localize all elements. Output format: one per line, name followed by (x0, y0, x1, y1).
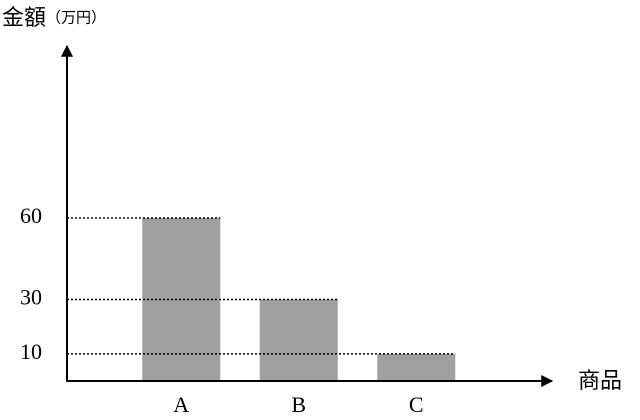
y-axis-unit: （万円） (46, 9, 106, 26)
x-tick-label: C (409, 392, 424, 417)
x-axis-label: 商品 (578, 368, 622, 393)
x-tick-label: B (291, 392, 306, 417)
x-tick-label: A (173, 392, 189, 417)
y-tick-label: 60 (20, 203, 42, 228)
bar (377, 353, 456, 381)
y-axis-label: 金額 (2, 5, 46, 30)
y-tick-label: 10 (20, 339, 42, 364)
y-tick-label: 30 (20, 285, 42, 310)
bar (259, 299, 338, 381)
